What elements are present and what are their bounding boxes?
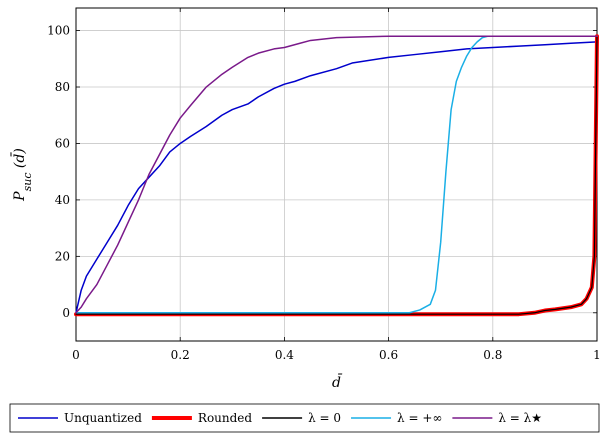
legend: Unquantized Rounded λ = 0 λ = +∞ λ = λ★ [9, 403, 600, 433]
x-tick-label: 0.6 [379, 348, 398, 362]
x-tick-label: 0.4 [275, 348, 294, 362]
y-axis-label-rest: (d̄) [10, 148, 28, 172]
y-axis-label-sub: suc [21, 173, 34, 192]
y-tick-label: 0 [62, 306, 70, 320]
y-tick-label: 80 [55, 80, 70, 94]
series-line-unquantized [75, 41, 598, 314]
legend-box [9, 403, 600, 433]
x-tick-label: 0.2 [171, 348, 190, 362]
series-line-lambda-star [75, 35, 598, 314]
series-line-lambda-infinity [75, 35, 598, 314]
legend-label-lambda-infinity: λ = +∞ [397, 411, 442, 425]
axis-labels: d̄ Psuc (d̄) [10, 148, 343, 391]
x-axis-label: d̄ [332, 373, 343, 391]
y-tick-label: 40 [55, 193, 70, 207]
series-line-lambda-zero [75, 35, 598, 315]
legend-label-unquantized: Unquantized [64, 411, 142, 425]
y-axis-label: Psuc (d̄) [10, 148, 34, 202]
x-tick-label: 0.8 [483, 348, 502, 362]
legend-label-rounded: Rounded [198, 411, 253, 425]
x-tick-label: 0 [72, 348, 80, 362]
series-lines [74, 34, 599, 317]
y-tick-label: 60 [55, 136, 70, 150]
legend-label-lambda-zero: λ = 0 [308, 411, 341, 425]
y-tick-label: 100 [47, 24, 70, 38]
legend-label-lambda-star: λ = λ★ [498, 411, 542, 425]
x-tick-label: 1 [593, 348, 601, 362]
axis-ticks: 0 0.2 0.4 0.6 0.8 1 0 20 40 60 80 100 [47, 8, 601, 362]
y-tick-label: 20 [55, 249, 70, 263]
y-axis-label-main: P [12, 191, 28, 202]
